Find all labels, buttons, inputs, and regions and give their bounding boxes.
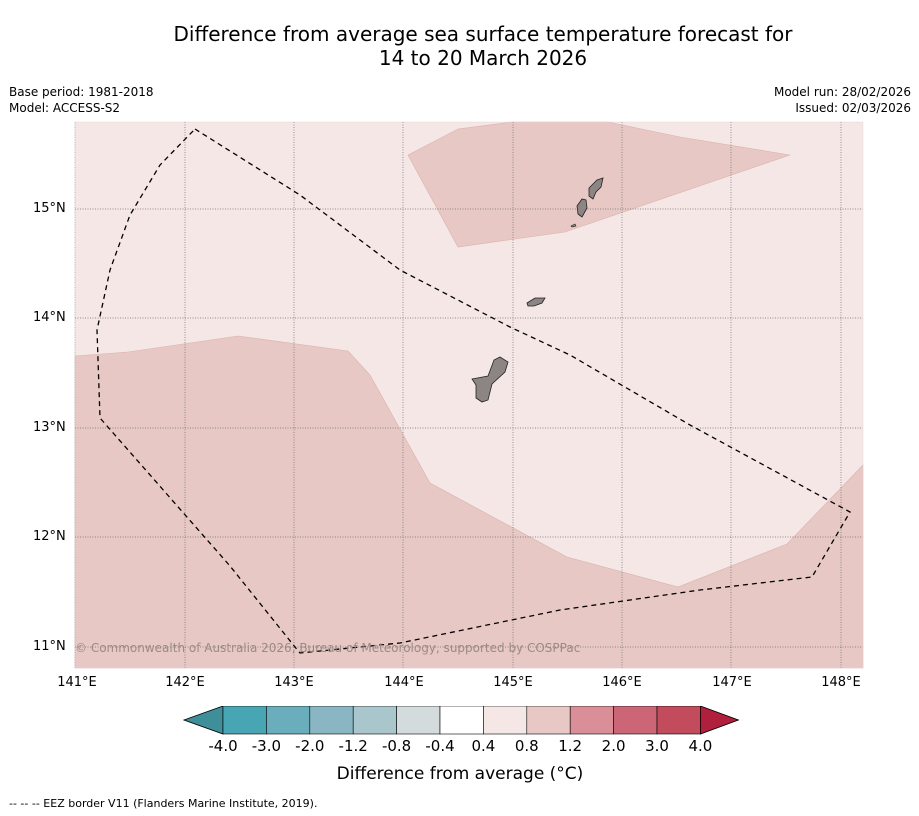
colorbar-tick-label: -2.0	[295, 737, 325, 755]
lon-label: 146°E	[602, 675, 642, 690]
colorbar-cell	[569, 706, 614, 735]
colorbar-tick-label: 1.2	[558, 737, 583, 755]
colorbar-extend-low	[183, 706, 224, 735]
map-frame	[74, 121, 864, 669]
colorbar-tick-label: -4.0	[208, 737, 238, 755]
colorbar-cell	[396, 706, 441, 735]
lat-label: 12°N	[33, 529, 66, 544]
lon-label: 148°E	[821, 675, 861, 690]
colorbar-cell	[439, 706, 484, 735]
eez-border	[96, 128, 851, 654]
colorbar-tick-label: 0.4	[471, 737, 496, 755]
colorbar-label: Difference from average (°C)	[336, 764, 584, 784]
colorbar-cell	[483, 706, 528, 735]
aguijan-island	[570, 223, 577, 228]
colorbar-cell	[526, 706, 571, 735]
guam-island	[471, 356, 509, 403]
colorbar-cell	[222, 706, 267, 735]
lon-label: 144°E	[384, 675, 424, 690]
colorbar-tick-label: 2.0	[601, 737, 626, 755]
colorbar-cell	[352, 706, 397, 735]
colorbar-tick-label: -0.8	[381, 737, 412, 755]
model-name: Model: ACCESS-S2	[9, 101, 121, 115]
colorbar-tick-label: -1.2	[338, 737, 368, 755]
colorbar-tick-label: -0.4	[425, 737, 455, 755]
rota-island	[526, 297, 546, 307]
colorbar-cell	[309, 706, 354, 735]
colorbar-tick-label: 3.0	[645, 737, 669, 755]
chart-title: Difference from average sea surface temp…	[0, 22, 919, 70]
meta-left: Base period: 1981-2018 Model: ACCESS-S2	[9, 84, 154, 116]
lat-label: 14°N	[33, 310, 66, 325]
lon-label: 143°E	[274, 675, 314, 690]
eez-legend-note: -- -- -- EEZ border V11 (Flanders Marine…	[9, 797, 318, 810]
colorbar-tick-label: 0.8	[514, 737, 539, 755]
colorbar-extend-high	[700, 706, 739, 735]
base-period: Base period: 1981-2018	[9, 85, 154, 99]
colorbar-cell	[613, 706, 658, 735]
colorbar	[183, 706, 739, 735]
lon-label: 147°E	[712, 675, 752, 690]
meta-right: Model run: 28/02/2026 Issued: 02/03/2026	[774, 84, 911, 116]
copyright-notice: © Commonwealth of Australia 2026, Bureau…	[75, 641, 581, 655]
colorbar-tick-label: 4.0	[688, 737, 713, 755]
saipan-island	[588, 177, 604, 200]
issued-date: Issued: 02/03/2026	[795, 101, 911, 115]
lon-label: 142°E	[165, 675, 205, 690]
lat-label: 11°N	[33, 639, 66, 654]
lon-label: 145°E	[493, 675, 533, 690]
lat-label: 13°N	[33, 420, 66, 435]
tinian-island	[576, 198, 588, 218]
lat-label: 15°N	[33, 201, 66, 216]
lon-label: 141°E	[57, 675, 97, 690]
model-run: Model run: 28/02/2026	[773, 85, 911, 99]
title-line-1: Difference from average sea surface temp…	[173, 22, 793, 46]
colorbar-cell	[266, 706, 311, 735]
title-line-2: 14 to 20 March 2026	[378, 46, 588, 70]
colorbar-tick-label: -3.0	[251, 737, 282, 755]
colorbar-cell	[656, 706, 701, 735]
